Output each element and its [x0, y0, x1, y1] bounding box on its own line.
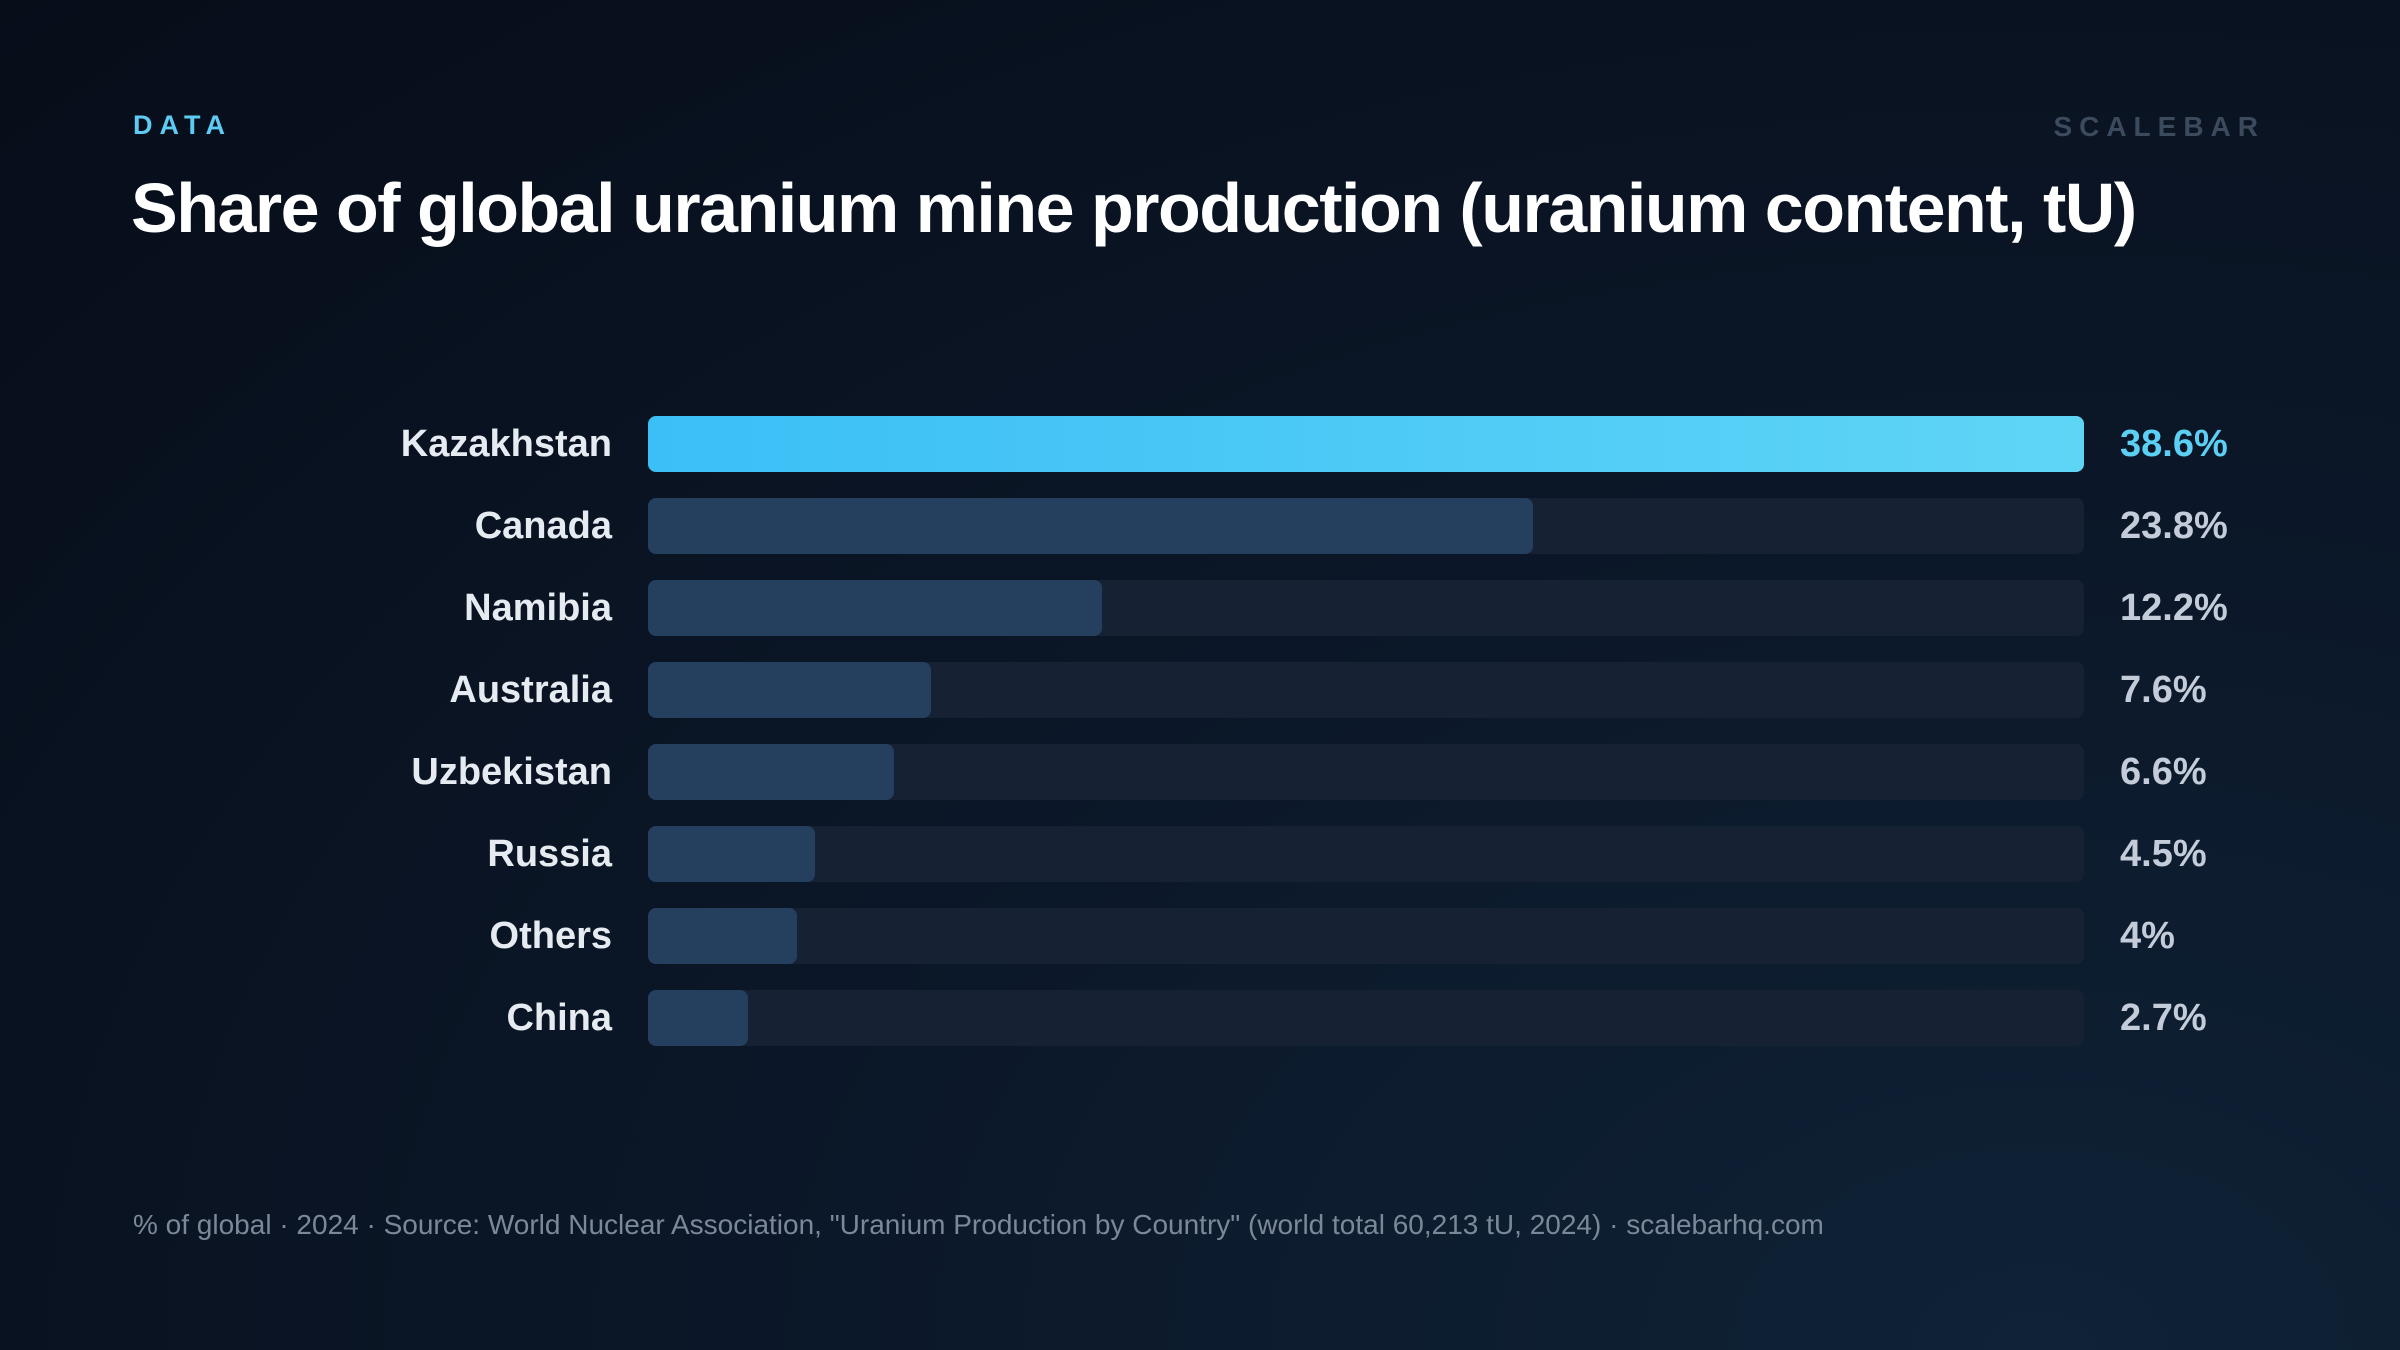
- bar-track: [648, 498, 2084, 554]
- bar-row: Australia 7.6%: [0, 662, 2400, 718]
- bar-row: Namibia 12.2%: [0, 580, 2400, 636]
- bar: [648, 990, 748, 1046]
- bar: [648, 416, 2084, 472]
- bar: [648, 908, 797, 964]
- bar: [648, 498, 1533, 554]
- eyebrow-label: DATA: [133, 110, 232, 140]
- chart-title: Share of global uranium mine production …: [131, 169, 2137, 247]
- category-label: Uzbekistan: [411, 751, 612, 793]
- bar-row: China 2.7%: [0, 990, 2400, 1046]
- category-label: Russia: [487, 833, 612, 875]
- value-label: 7.6%: [2120, 669, 2207, 711]
- bar-track: [648, 662, 2084, 718]
- category-label: China: [506, 997, 612, 1039]
- value-label: 4%: [2120, 915, 2175, 957]
- bar-row: Others 4%: [0, 908, 2400, 964]
- value-label: 4.5%: [2120, 833, 2207, 875]
- bar: [648, 662, 931, 718]
- bar-track: [648, 990, 2084, 1046]
- value-label: 2.7%: [2120, 997, 2207, 1039]
- footer-note: % of global · 2024 · Source: World Nucle…: [133, 1209, 1824, 1240]
- category-label: Australia: [449, 669, 612, 711]
- bar-row: Uzbekistan 6.6%: [0, 744, 2400, 800]
- category-label: Namibia: [464, 587, 612, 629]
- bar: [648, 580, 1102, 636]
- category-label: Others: [489, 915, 612, 957]
- category-label: Canada: [474, 505, 612, 547]
- bar-row: Russia 4.5%: [0, 826, 2400, 882]
- bar-row: Kazakhstan 38.6%: [0, 416, 2400, 472]
- bar-row: Canada 23.8%: [0, 498, 2400, 554]
- value-label: 38.6%: [2120, 423, 2228, 465]
- bar-track: [648, 908, 2084, 964]
- bar-track: [648, 826, 2084, 882]
- bar-track: [648, 744, 2084, 800]
- bar-track: [648, 416, 2084, 472]
- value-label: 23.8%: [2120, 505, 2228, 547]
- value-label: 6.6%: [2120, 751, 2207, 793]
- bar-track: [648, 580, 2084, 636]
- category-label: Kazakhstan: [400, 423, 612, 465]
- value-label: 12.2%: [2120, 587, 2228, 629]
- bar: [648, 744, 894, 800]
- bar: [648, 826, 815, 882]
- brand-logo: SCALEBAR: [2053, 111, 2265, 142]
